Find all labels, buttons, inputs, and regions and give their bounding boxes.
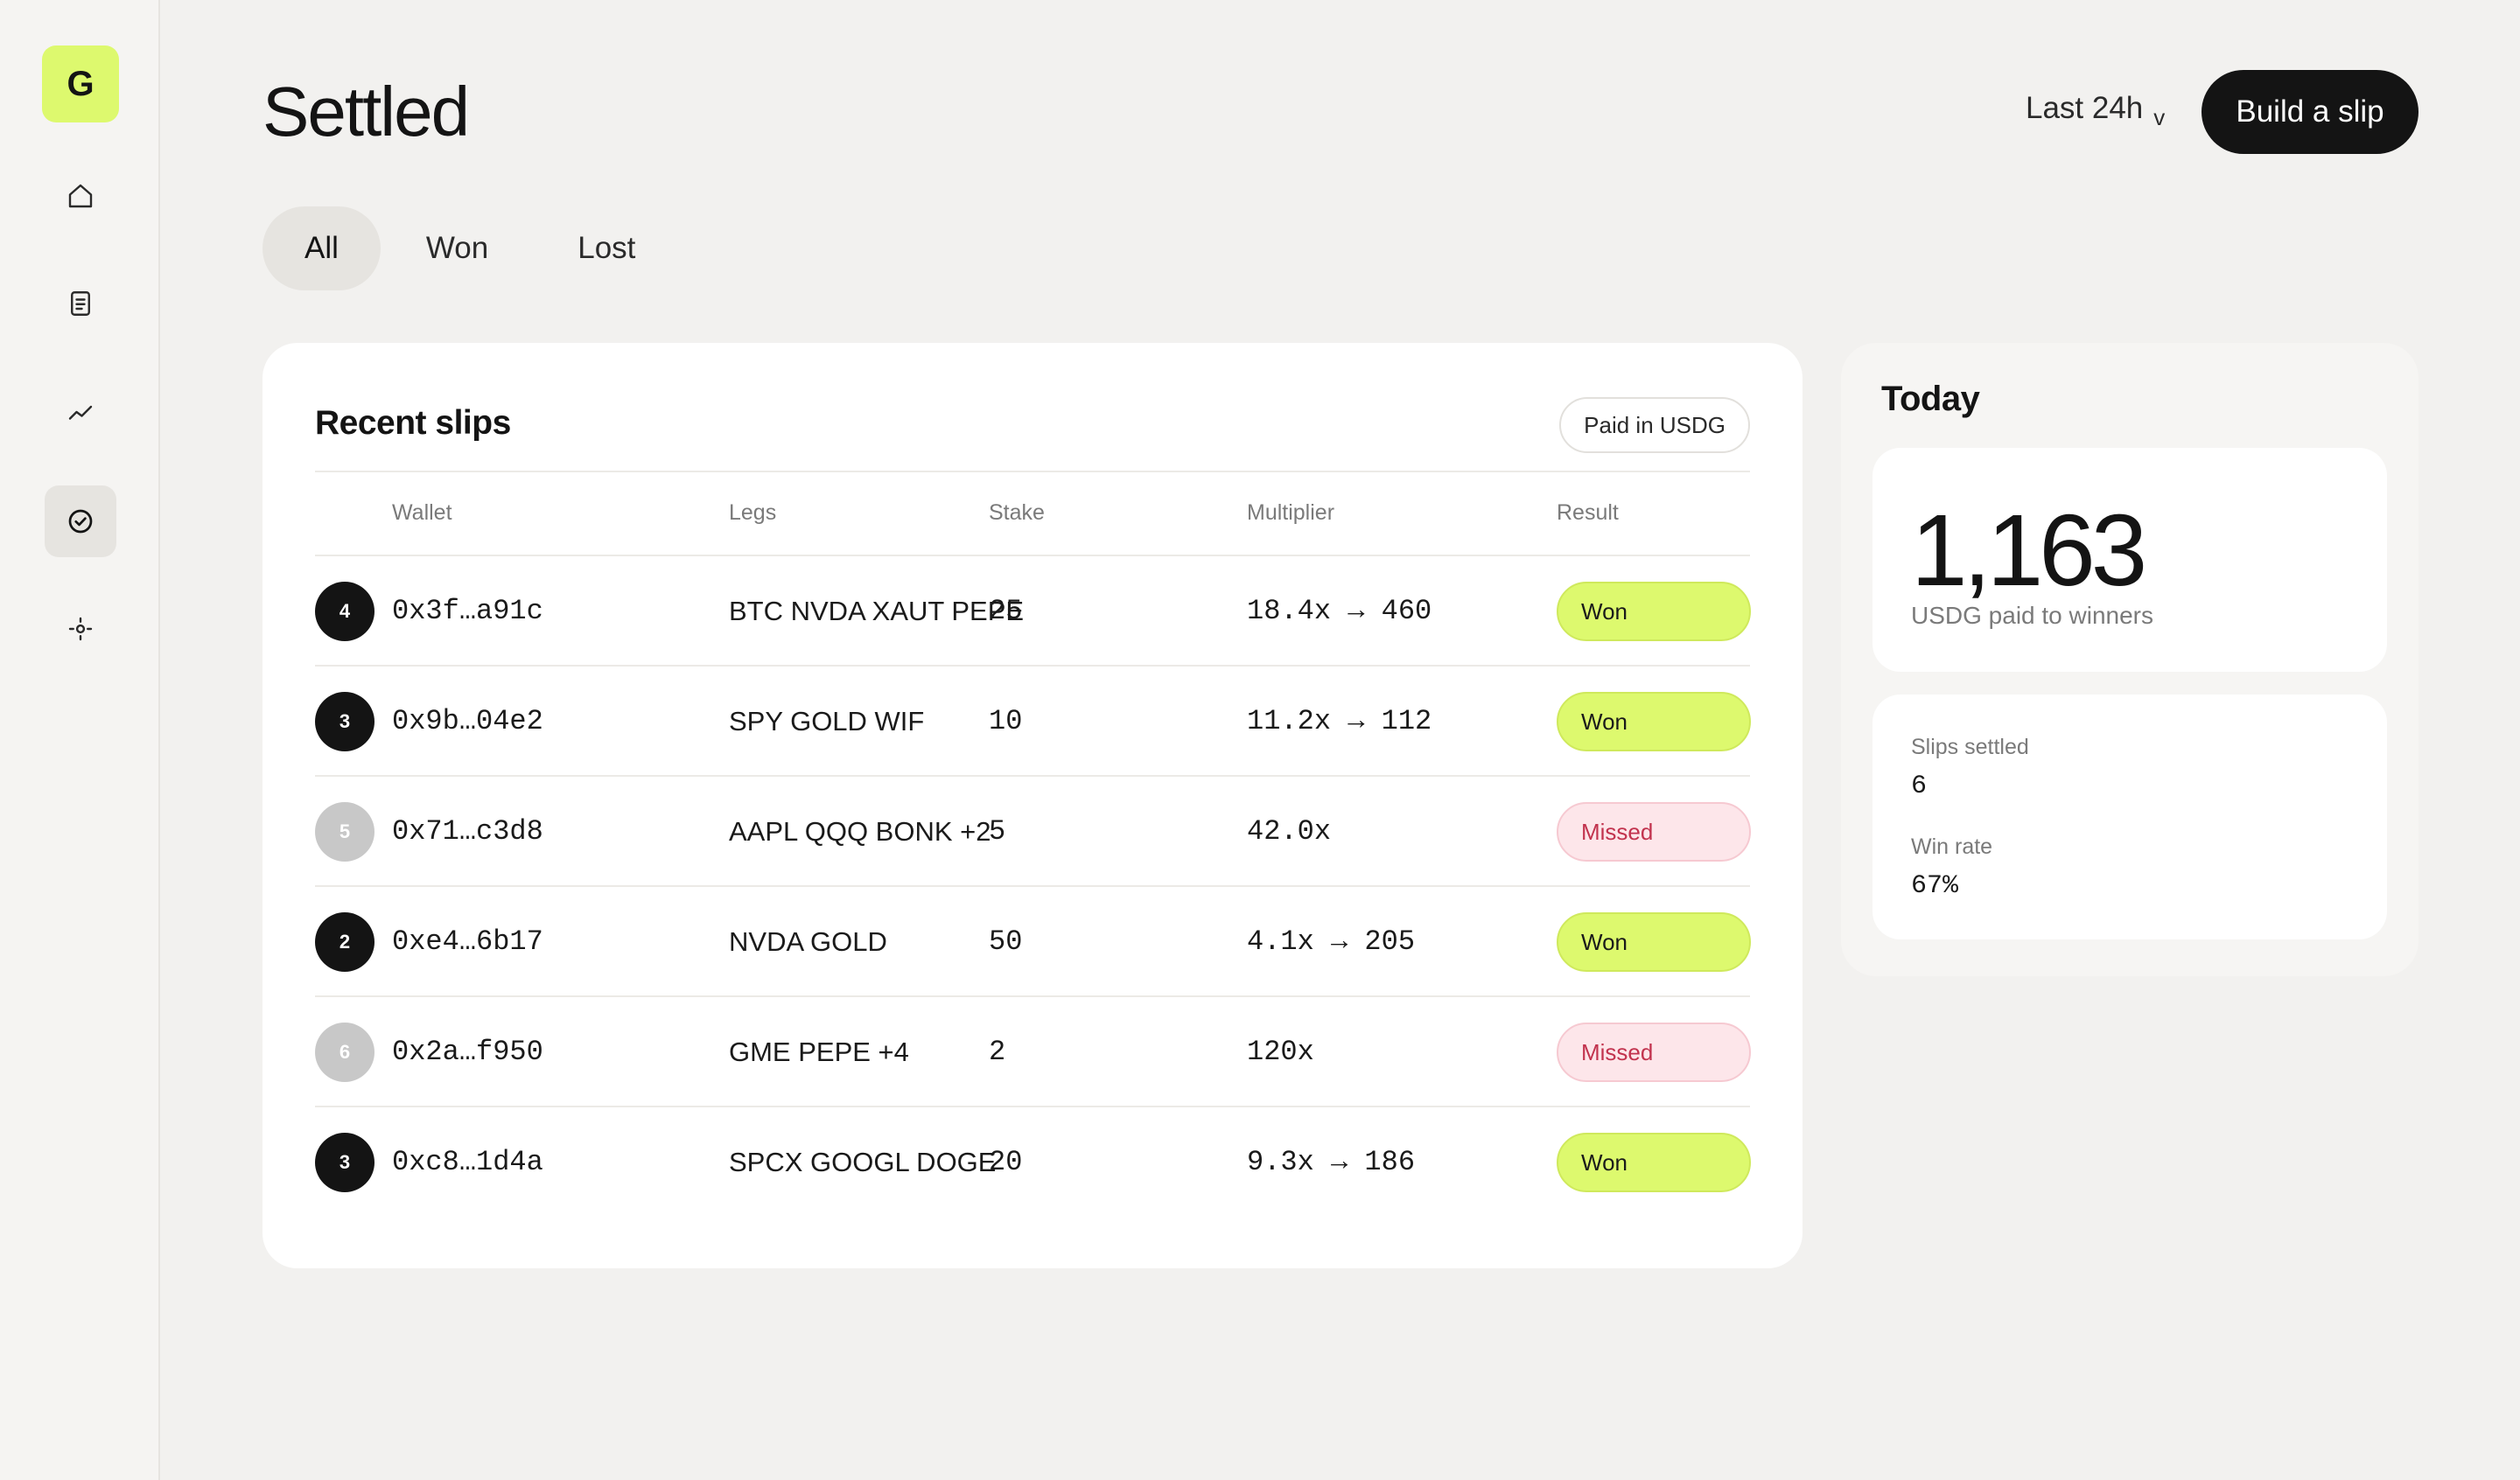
paid-value: 1,163	[1911, 493, 2147, 607]
result-badge: Won	[1557, 1133, 1751, 1192]
stake-value: 50	[989, 925, 1023, 958]
row-divider	[315, 995, 1750, 997]
result-badge: Missed	[1557, 802, 1751, 862]
legs-list: AAPL QQQ BONK +2	[729, 816, 991, 847]
column-header-result: Result	[1557, 500, 1619, 525]
card-title: Recent slips	[315, 404, 511, 442]
legs-count-badge: 4	[315, 582, 374, 641]
wallet-address: 0x3f…a91c	[392, 595, 543, 627]
today-panel: Today 1,163 USDG paid to winners Slips s…	[1841, 343, 2418, 976]
home-icon	[68, 184, 93, 208]
row-divider	[315, 665, 1750, 667]
time-range-label: Last 24h	[2026, 91, 2144, 125]
filter-tabs: All Won Lost	[262, 206, 679, 290]
page-title: Settled	[262, 73, 470, 150]
wallet-address: 0x9b…04e2	[392, 705, 543, 737]
tab-won[interactable]: Won	[425, 231, 489, 265]
sidebar-item-slips[interactable]	[45, 268, 116, 339]
sidebar: G	[0, 0, 160, 1480]
row-divider	[315, 1106, 1750, 1107]
multiplier-value: 120x	[1247, 1036, 1314, 1068]
table-row[interactable]: 3 0x9b…04e2 SPY GOLD WIF 10 11.2x → 112 Won	[315, 667, 1751, 777]
legs-count-badge: 6	[315, 1023, 374, 1082]
trend-icon	[68, 405, 93, 420]
slips-settled-value: 6	[1911, 771, 1928, 801]
legs-list: NVDA GOLD	[729, 926, 887, 957]
multiplier-value: 42.0x	[1247, 815, 1332, 848]
column-header-wallet: Wallet	[392, 500, 452, 525]
table-row[interactable]: 6 0x2a…f950 GME PEPE +4 2 120x Missed	[315, 997, 1751, 1107]
column-header-multiplier: Multiplier	[1247, 500, 1335, 525]
wallet-address: 0xe4…6b17	[392, 925, 543, 958]
wallet-address: 0x71…c3d8	[392, 815, 543, 848]
app-logo[interactable]: G	[42, 45, 119, 122]
sidebar-item-settled[interactable]	[45, 485, 116, 557]
legs-count-badge: 2	[315, 912, 374, 972]
time-range-selector[interactable]: Last 24h v	[2026, 91, 2165, 130]
legs-count-badge: 5	[315, 802, 374, 862]
paid-label: USDG paid to winners	[1911, 602, 2154, 629]
multiplier-value: 9.3x → 186	[1247, 1146, 1416, 1178]
legs-count-badge: 3	[315, 1133, 374, 1192]
result-badge: Won	[1557, 582, 1751, 641]
summary-stat-card: Slips settled 6 Win rate 67%	[1872, 695, 2387, 939]
stake-value: 5	[989, 815, 1006, 848]
win-rate-label: Win rate	[1911, 834, 1993, 859]
build-slip-button[interactable]: Build a slip	[2202, 70, 2418, 154]
legs-list: BTC NVDA XAUT PEPE	[729, 596, 1025, 626]
wallet-address: 0x2a…f950	[392, 1036, 543, 1068]
win-rate-value: 67%	[1911, 871, 1959, 901]
multiplier-value: 11.2x → 112	[1247, 705, 1432, 737]
column-header-legs: Legs	[729, 500, 777, 525]
column-divider	[315, 555, 1750, 556]
sidebar-item-settings[interactable]	[45, 593, 116, 665]
chevron-down-icon: v	[2153, 104, 2166, 130]
result-badge: Missed	[1557, 1023, 1751, 1082]
table-row[interactable]: 4 0x3f…a91c BTC NVDA XAUT PEPE 25 18.4x → 46…	[315, 556, 1751, 667]
legs-count-badge: 3	[315, 692, 374, 751]
table-row[interactable]: 3 0xc8…1d4a SPCX GOOGL DOGE 20 9.3x → 186 Won	[315, 1107, 1751, 1218]
legs-list: GME PEPE +4	[729, 1037, 909, 1067]
currency-badge: Paid in USDG	[1559, 397, 1750, 453]
row-divider	[315, 885, 1750, 887]
stake-value: 20	[989, 1146, 1023, 1178]
column-header-stake: Stake	[989, 500, 1045, 525]
stake-value: 10	[989, 705, 1023, 737]
legs-list: SPCX GOOGL DOGE	[729, 1147, 997, 1177]
document-icon	[71, 291, 90, 316]
header-divider	[315, 471, 1750, 472]
sun-icon	[68, 617, 93, 641]
sidebar-item-home[interactable]	[45, 160, 116, 232]
sidebar-item-markets[interactable]	[45, 376, 116, 448]
row-divider	[315, 775, 1750, 777]
result-badge: Won	[1557, 692, 1751, 751]
legs-list: SPY GOLD WIF	[729, 706, 925, 737]
multiplier-value: 4.1x → 205	[1247, 925, 1416, 958]
result-badge: Won	[1557, 912, 1751, 972]
stake-value: 25	[989, 595, 1023, 627]
check-circle-icon	[68, 509, 93, 534]
multiplier-value: 18.4x → 460	[1247, 595, 1432, 627]
panel-title: Today	[1881, 380, 1980, 418]
tab-lost[interactable]: Lost	[578, 231, 636, 265]
wallet-address: 0xc8…1d4a	[392, 1146, 543, 1178]
recent-slips-card: Recent slips Paid in USDG Wallet Legs St…	[262, 343, 1802, 1268]
paid-stat-card: 1,163 USDG paid to winners	[1872, 448, 2387, 672]
tab-all[interactable]: All	[262, 206, 381, 290]
stake-value: 2	[989, 1036, 1006, 1068]
table-row[interactable]: 5 0x71…c3d8 AAPL QQQ BONK +2 5 42.0x Missed	[315, 777, 1751, 887]
table-row[interactable]: 2 0xe4…6b17 NVDA GOLD 50 4.1x → 205 Won	[315, 887, 1751, 997]
slips-settled-label: Slips settled	[1911, 735, 2029, 759]
